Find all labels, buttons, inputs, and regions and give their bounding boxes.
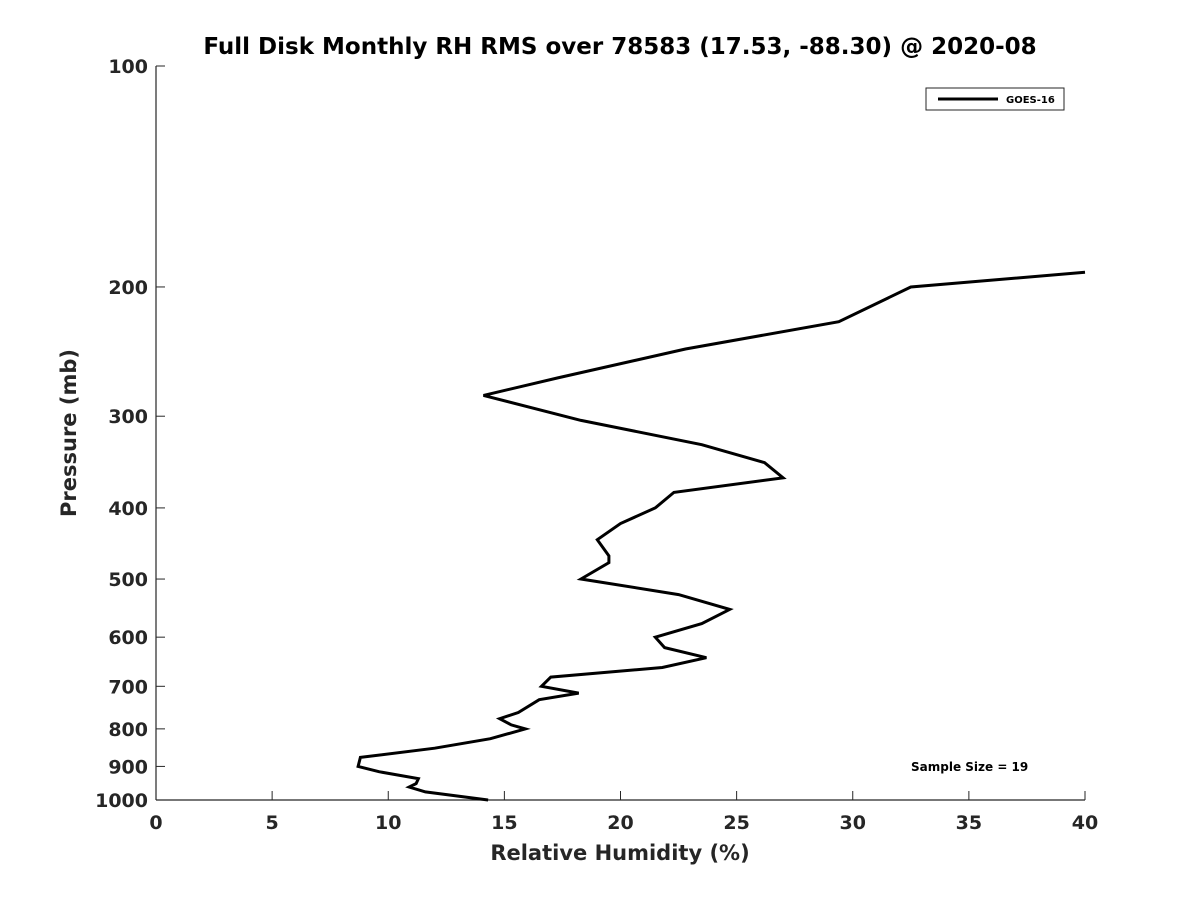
plot-area xyxy=(156,66,1085,800)
sample-size-annotation: Sample Size = 19 xyxy=(911,760,1028,774)
x-tick-label: 25 xyxy=(723,812,749,834)
y-tick-label: 800 xyxy=(108,719,148,741)
chart-title: Full Disk Monthly RH RMS over 78583 (17.… xyxy=(203,34,1036,60)
x-tick-label: 15 xyxy=(491,812,517,834)
y-axis-label: Pressure (mb) xyxy=(57,349,81,517)
series-line-goes-16 xyxy=(356,270,1086,802)
y-tick-label: 200 xyxy=(108,277,148,299)
x-tick-label: 10 xyxy=(375,812,401,834)
series-layer xyxy=(356,270,1086,802)
y-tick-label: 400 xyxy=(108,498,148,520)
x-tick-label: 35 xyxy=(956,812,982,834)
x-axis-ticks: 0 5 10 15 20 25 30 35 40 xyxy=(149,791,1098,834)
y-tick-label: 700 xyxy=(108,676,148,698)
y-tick-label: 900 xyxy=(108,756,148,778)
x-tick-label: 5 xyxy=(266,812,279,834)
x-tick-label: 20 xyxy=(607,812,633,834)
x-tick-label: 0 xyxy=(149,812,162,834)
y-tick-label: 100 xyxy=(108,56,148,78)
y-tick-label: 500 xyxy=(108,569,148,591)
legend-label-goes-16: GOES-16 xyxy=(1006,95,1055,106)
x-tick-label: 40 xyxy=(1072,812,1098,834)
x-axis-label: Relative Humidity (%) xyxy=(490,841,749,865)
y-tick-label: 600 xyxy=(108,627,148,649)
y-axis-ticks: 100 200 300 400 500 600 700 800 900 1000 xyxy=(95,56,165,812)
y-tick-label: 300 xyxy=(108,406,148,428)
y-tick-label: 1000 xyxy=(95,790,148,812)
legend: GOES-16 xyxy=(925,87,1065,111)
x-tick-label: 30 xyxy=(840,812,866,834)
